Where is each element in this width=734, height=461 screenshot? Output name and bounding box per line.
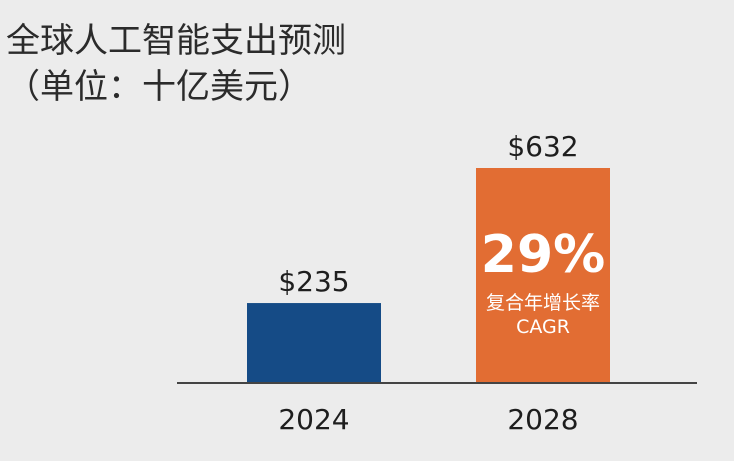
cagr-label-en: CAGR bbox=[516, 316, 570, 338]
value-label-2024: $235 bbox=[278, 265, 349, 298]
value-label-2028: $632 bbox=[507, 130, 578, 163]
x-tick-label-2028: 2028 bbox=[507, 403, 578, 436]
x-tick-label-2024: 2024 bbox=[278, 403, 349, 436]
bars-layer bbox=[247, 168, 610, 383]
chart-title-block: 全球人工智能支出预测 （单位：十亿美元） bbox=[6, 18, 346, 110]
chart-title: 全球人工智能支出预测 bbox=[6, 21, 346, 61]
cagr-label-zh: 复合年增长率 bbox=[486, 292, 600, 314]
bar-2028 bbox=[476, 168, 610, 383]
bar-2024 bbox=[247, 303, 381, 383]
cagr-percent-label: 29% bbox=[481, 225, 605, 285]
chart-subtitle: （单位：十亿美元） bbox=[6, 67, 312, 107]
